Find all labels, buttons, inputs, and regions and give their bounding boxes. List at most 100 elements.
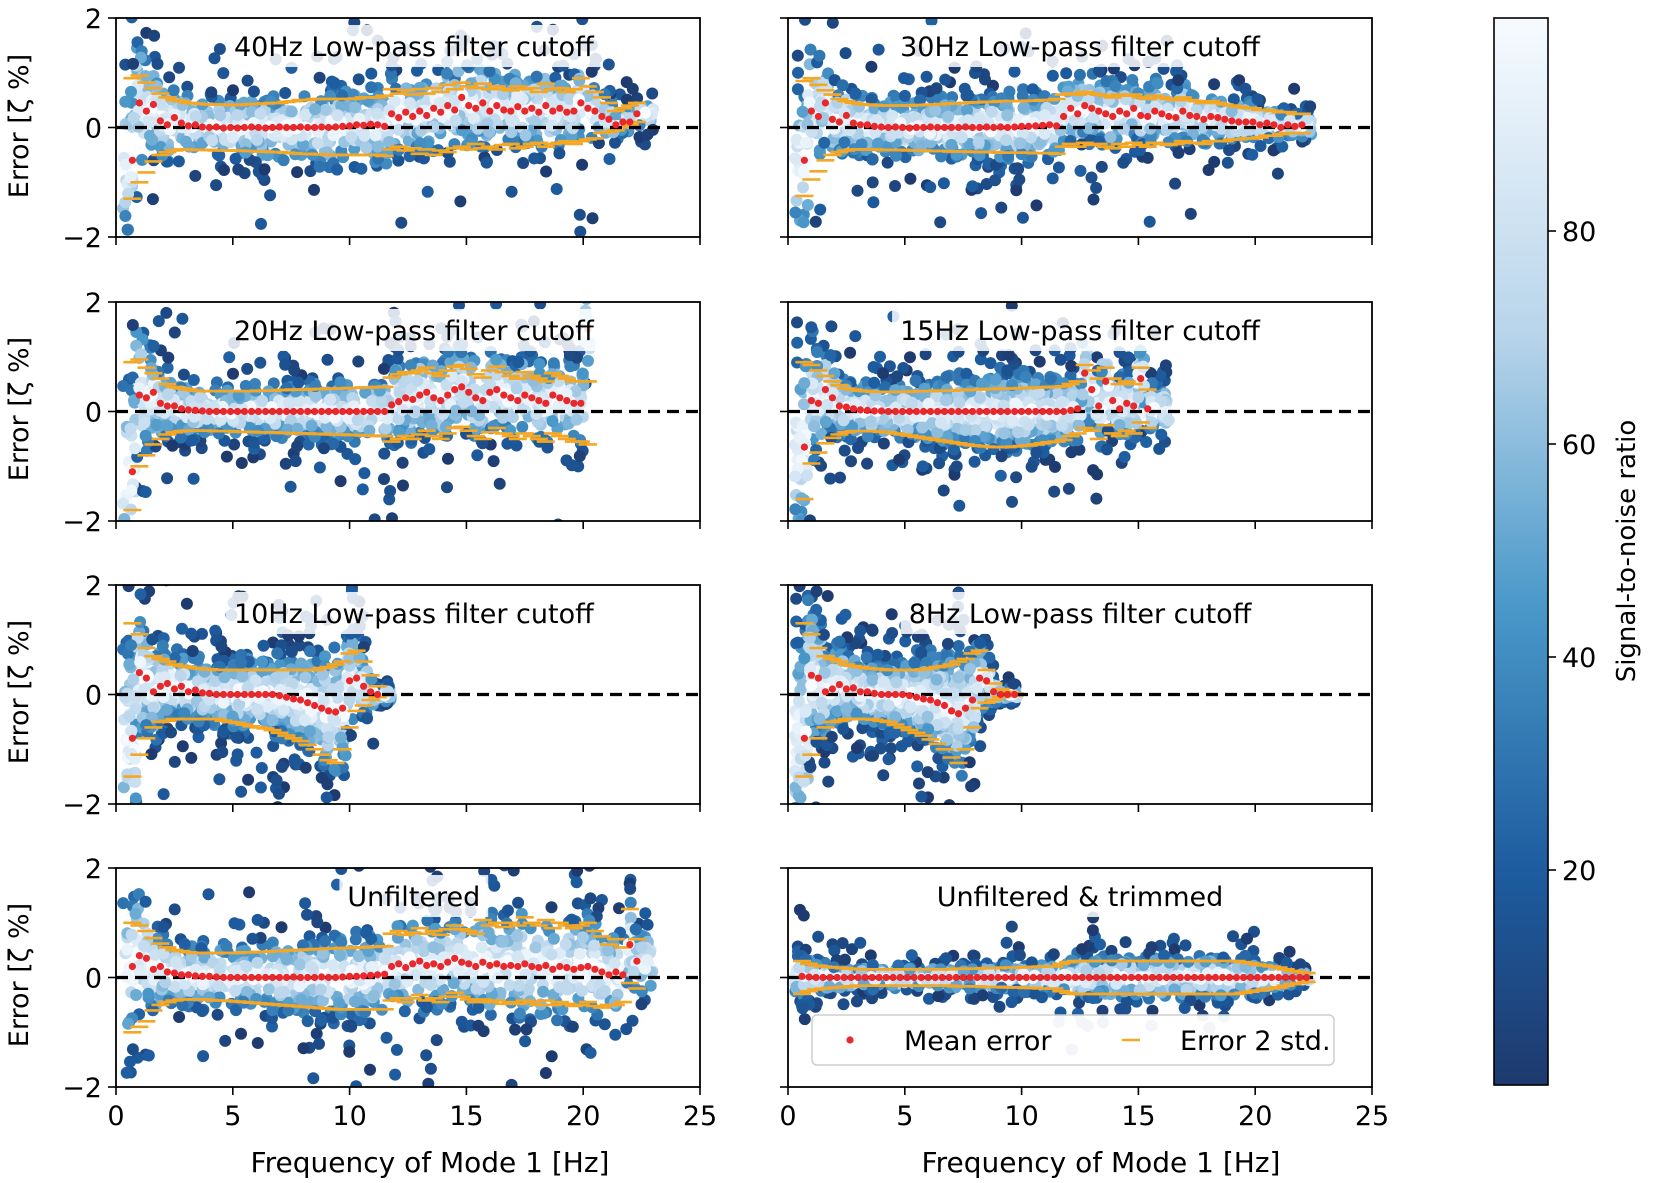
mean-point: [1291, 122, 1299, 130]
snr-point: [123, 541, 135, 553]
snr-point: [206, 134, 219, 147]
snr-point: [953, 412, 966, 425]
y-tick-label: −2: [62, 223, 102, 254]
snr-point: [814, 203, 827, 216]
snr-point: [369, 129, 382, 142]
snr-point: [1085, 171, 1098, 184]
snr-point: [232, 389, 245, 402]
snr-point: [546, 415, 559, 428]
snr-point: [890, 149, 902, 162]
mean-point: [479, 99, 487, 107]
mean-point: [947, 123, 956, 132]
snr-point: [639, 106, 652, 119]
snr-point: [124, 171, 137, 184]
snr-point: [371, 107, 383, 120]
snr-point: [121, 223, 134, 236]
snr-point: [865, 60, 878, 73]
snr-point: [144, 115, 157, 128]
snr-point: [1030, 199, 1043, 212]
snr-point: [144, 129, 156, 142]
snr-point: [467, 112, 480, 125]
snr-point: [160, 306, 173, 319]
snr-point: [118, 513, 131, 521]
snr-point: [188, 410, 201, 423]
snr-point: [324, 393, 337, 406]
snr-point: [313, 71, 326, 84]
snr-point: [228, 438, 241, 451]
mean-point: [1207, 112, 1215, 121]
snr-point: [1016, 211, 1029, 224]
snr-point: [585, 65, 598, 78]
snr-point: [1082, 122, 1095, 135]
snr-point: [490, 353, 503, 366]
snr-point: [995, 450, 1008, 463]
snr-point: [512, 356, 525, 369]
snr-point: [861, 430, 874, 443]
snr-point: [483, 65, 496, 78]
snr-point: [279, 358, 292, 371]
snr-point: [120, 609, 132, 621]
mean-point: [388, 401, 396, 409]
snr-point: [1151, 77, 1164, 90]
mean-point: [570, 107, 578, 115]
snr-point: [457, 396, 470, 409]
mean-point: [254, 123, 263, 132]
mean-point: [493, 102, 501, 110]
snr-point: [117, 264, 129, 276]
snr-point: [541, 441, 554, 454]
mean-point: [191, 121, 199, 129]
snr-point: [248, 436, 261, 449]
mean-point: [374, 121, 382, 129]
snr-point: [264, 189, 277, 202]
snr-point: [334, 475, 347, 488]
snr-point: [476, 437, 489, 450]
snr-point: [127, 57, 139, 70]
snr-point: [976, 377, 988, 390]
snr-point: [414, 137, 426, 150]
snr-point: [1126, 74, 1139, 86]
snr-point: [291, 166, 304, 179]
snr-point: [440, 67, 453, 80]
mean-point: [465, 102, 473, 110]
snr-point: [388, 282, 400, 294]
snr-point: [392, 123, 405, 136]
mean-point: [268, 407, 277, 416]
snr-point: [1065, 446, 1078, 459]
snr-point: [124, 609, 136, 621]
snr-point: [1196, 121, 1209, 134]
snr-point: [889, 180, 901, 192]
snr-point: [799, 18, 811, 26]
snr-point: [411, 64, 423, 77]
snr-point: [452, 65, 465, 78]
snr-point: [931, 426, 944, 439]
mean-point: [388, 110, 396, 118]
snr-point: [123, 594, 135, 606]
mean-point: [282, 123, 291, 132]
snr-point: [396, 456, 409, 469]
snr-point: [960, 89, 973, 102]
snr-point: [366, 395, 378, 407]
mean-point: [149, 388, 157, 396]
mean-point: [954, 123, 963, 132]
mean-point: [926, 123, 935, 131]
snr-point: [331, 163, 344, 176]
snr-point: [603, 153, 616, 165]
mean-point: [828, 115, 837, 123]
snr-point: [929, 104, 942, 117]
mean-point: [626, 118, 634, 126]
snr-point: [564, 360, 577, 373]
snr-point: [379, 422, 392, 435]
snr-point: [925, 18, 938, 27]
snr-point: [493, 477, 506, 490]
snr-point: [796, 274, 808, 286]
snr-point: [935, 150, 948, 163]
snr-point: [790, 133, 803, 146]
mean-point: [170, 114, 178, 122]
mean-point: [261, 407, 270, 416]
mean-point: [898, 123, 907, 132]
snr-point: [962, 114, 975, 127]
snr-point: [517, 157, 530, 169]
snr-point: [534, 3, 546, 15]
mean-point: [402, 108, 410, 116]
snr-point: [510, 382, 523, 395]
